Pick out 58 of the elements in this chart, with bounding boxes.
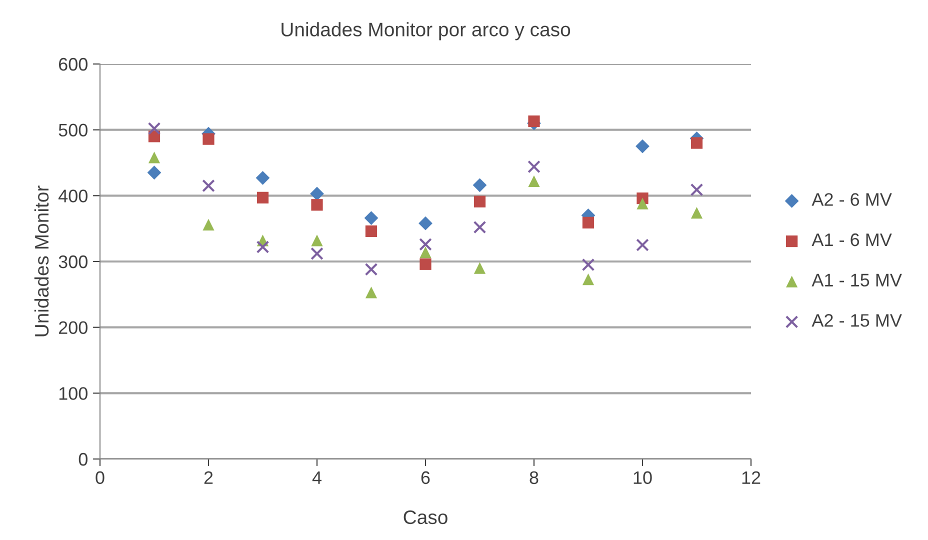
x-tick-label: 8	[530, 471, 538, 484]
point	[582, 273, 594, 286]
point	[311, 234, 323, 246]
y-tick-label: 200	[58, 321, 88, 334]
point	[148, 122, 161, 135]
point	[256, 240, 270, 254]
point	[202, 218, 214, 230]
point	[310, 186, 324, 201]
point	[473, 220, 486, 234]
x-axis-title: Caso	[404, 510, 448, 524]
point	[310, 247, 324, 260]
point	[474, 196, 486, 208]
point	[582, 258, 595, 272]
point	[474, 262, 486, 274]
point	[364, 211, 378, 225]
point	[636, 238, 649, 252]
y-tick-label: 0	[78, 452, 88, 466]
y-tick-label: 500	[58, 124, 88, 137]
point	[636, 139, 650, 154]
point	[364, 262, 378, 276]
point	[202, 133, 214, 145]
point	[528, 160, 540, 174]
point	[420, 246, 432, 258]
point	[472, 178, 487, 192]
point	[690, 206, 703, 219]
point	[420, 258, 432, 270]
point	[148, 152, 160, 164]
point	[365, 286, 378, 298]
legend-label: A2 - 6 MV	[812, 193, 892, 206]
y-tick-label: 300	[58, 255, 88, 268]
legend-label: A1 - 6 MV	[812, 233, 892, 246]
point	[528, 115, 540, 128]
point	[690, 183, 704, 196]
point	[690, 137, 703, 149]
point	[582, 216, 594, 228]
x-tick-label: 4	[312, 471, 322, 484]
point	[419, 238, 432, 251]
x-tick-label: 6	[421, 471, 430, 484]
y-axis-title: Unidades Monitor	[34, 186, 49, 336]
legend-label: A2 - 15 MV	[812, 314, 902, 327]
x-tick-label: 0	[96, 471, 104, 484]
y-tick-label: 400	[58, 190, 88, 202]
y-tick-label: 100	[59, 387, 88, 400]
chart-title: Unidades Monitor por arco y caso	[282, 22, 570, 40]
point	[256, 170, 270, 185]
point	[418, 216, 432, 230]
legend-label: A1 - 15 MV	[812, 274, 902, 286]
x-tick-label: 12	[742, 471, 760, 484]
point	[365, 225, 378, 238]
x-tick-label: 2	[204, 471, 213, 484]
x-tick-label: 10	[634, 471, 652, 484]
point	[636, 198, 648, 210]
y-tick-label: 600	[58, 58, 88, 71]
point	[147, 166, 162, 180]
point	[202, 179, 215, 192]
point	[256, 192, 269, 204]
point	[528, 175, 540, 187]
point	[311, 199, 323, 211]
